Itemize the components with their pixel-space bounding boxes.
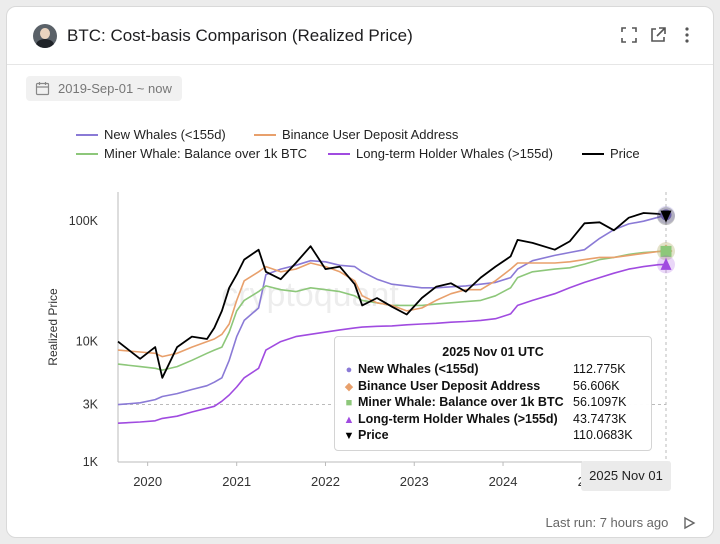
tooltip-series-value: 112.775K: [573, 362, 626, 376]
more-vertical-icon[interactable]: [677, 25, 697, 45]
series-line-3: [117, 263, 667, 424]
tooltip-row: ■ Miner Whale: Balance over 1k BTC 56.1097…: [335, 395, 651, 412]
open-external-icon[interactable]: [648, 25, 668, 45]
legend-label: Miner Whale: Balance over 1k BTC: [104, 146, 308, 161]
tooltip-series-name: Price: [358, 428, 389, 442]
date-range-text: 2019-Sep-01 ~ now: [58, 81, 172, 96]
legend-item-new-whales[interactable]: New Whales (<155d): [76, 127, 226, 142]
circle-marker-icon: ●: [345, 364, 353, 376]
x-tick-label: 2022: [311, 474, 340, 489]
series-line-4: [117, 212, 667, 379]
play-icon[interactable]: [682, 516, 696, 530]
card-header: BTC: Cost-basis Comparison (Realized Pri…: [7, 7, 713, 65]
legend-label: Long-term Holder Whales (>155d): [356, 146, 553, 161]
square-marker-icon: ■: [345, 397, 353, 409]
legend-item-price[interactable]: Price: [582, 146, 640, 161]
crosshair-date-label: 2025 Nov 01: [581, 461, 671, 491]
triangle-down-marker-icon: ▼: [343, 430, 355, 442]
tooltip-series-value: 56.606K: [573, 378, 620, 393]
series-line-1: [117, 250, 667, 358]
tooltip-series-value: 56.1097K: [573, 395, 627, 409]
end-marker-square: [660, 245, 672, 257]
legend-item-miner-whale[interactable]: Miner Whale: Balance over 1k BTC: [76, 146, 307, 161]
expand-icon[interactable]: [619, 25, 639, 45]
chart-tooltip: 2025 Nov 01 UTC ● New Whales (<155d) 112.7…: [334, 336, 652, 451]
tooltip-row: ▼ Price 110.0683K: [335, 428, 651, 445]
last-run-text: Last run: 7 hours ago: [545, 515, 669, 530]
series-line-0: [117, 214, 667, 406]
tooltip-date: 2025 Nov 01 UTC: [442, 345, 544, 359]
end-marker-triangle-down: [660, 210, 672, 223]
legend-label: Binance User Deposit Address: [282, 127, 459, 142]
tooltip-series-name: Binance User Deposit Address: [358, 378, 541, 393]
tooltip-series-name: Miner Whale: Balance over 1k BTC: [358, 395, 564, 409]
x-tick-label: 2024: [489, 474, 518, 489]
tooltip-series-value: 43.7473K: [573, 411, 627, 426]
tooltip-series-value: 110.0683K: [573, 428, 633, 442]
triangle-up-marker-icon: ▲: [343, 413, 355, 426]
legend-label: Price: [610, 146, 640, 161]
tooltip-row: ◆ Binance User Deposit Address 56.606K: [335, 379, 651, 396]
watermark-text: cryptoquant: [221, 276, 399, 314]
end-marker-triangle-up: [660, 257, 672, 270]
tooltip-series-name: New Whales (<155d): [358, 362, 479, 376]
tooltip-row: ● New Whales (<155d) 112.775K: [335, 362, 651, 379]
y-tick-label: 100K: [69, 214, 99, 228]
x-tick-label: 2023: [400, 474, 429, 489]
avatar[interactable]: [33, 24, 57, 48]
x-tick-label: 2021: [222, 474, 251, 489]
chart-title: BTC: Cost-basis Comparison (Realized Pri…: [67, 26, 413, 45]
diamond-marker-icon: ◆: [344, 380, 354, 393]
legend-item-lth-whales[interactable]: Long-term Holder Whales (>155d): [328, 146, 553, 161]
legend-label: New Whales (<155d): [104, 127, 226, 142]
y-tick-label: 3K: [83, 398, 99, 412]
calendar-icon: [35, 82, 50, 96]
tooltip-series-name: Long-term Holder Whales (>155d): [358, 411, 558, 426]
y-axis-title: Realized Price: [46, 288, 60, 366]
footer: Last run: 7 hours ago: [546, 514, 696, 530]
y-tick-label: 1K: [83, 455, 99, 469]
y-tick-label: 10K: [76, 335, 99, 349]
x-tick-label: 2020: [133, 474, 162, 489]
legend-item-binance[interactable]: Binance User Deposit Address: [254, 127, 458, 142]
tooltip-row: ▲ Long-term Holder Whales (>155d) 43.7473K: [335, 412, 651, 429]
date-range-filter[interactable]: 2019-Sep-01 ~ now: [26, 76, 182, 101]
